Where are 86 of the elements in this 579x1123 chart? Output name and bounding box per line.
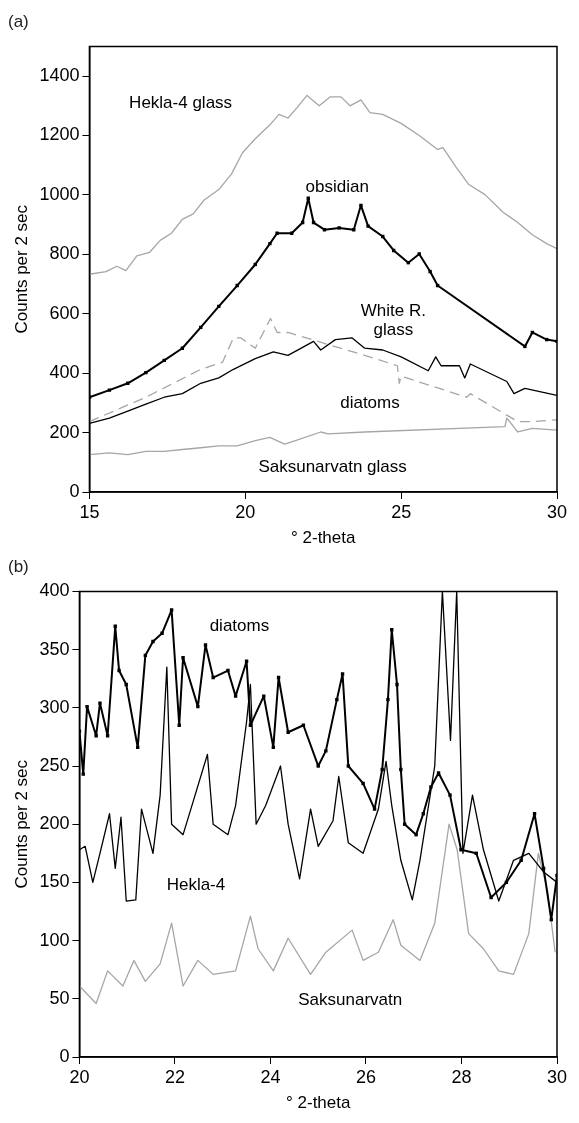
point [151, 639, 155, 644]
y-tick-label: 350 [39, 638, 70, 659]
y-tick-label: 0 [69, 480, 80, 501]
x-axis-title: ° 2-theta [285, 1093, 351, 1113]
chart-title: (b) [8, 556, 29, 576]
point [81, 772, 85, 776]
point [117, 668, 121, 673]
text: Hekla-4 glass [129, 93, 233, 113]
point [268, 241, 272, 246]
point [346, 764, 350, 768]
series-label: Saksunarvatn [298, 989, 403, 1009]
point [85, 704, 89, 709]
y-tick-label: 200 [39, 813, 70, 834]
point [286, 730, 290, 734]
x-tick-label: 24 [260, 1066, 281, 1087]
x-tick-label: 30 [546, 501, 568, 522]
y-tick-label: 600 [49, 302, 80, 323]
y-tick-label: 200 [49, 421, 80, 442]
x-tick-label: 22 [164, 1066, 185, 1087]
point [340, 672, 345, 676]
point [160, 631, 164, 635]
y-tick-label: 100 [39, 929, 70, 950]
point [203, 643, 208, 647]
point [324, 749, 328, 753]
series-label: Saksunarvatn glass [258, 456, 407, 476]
point [417, 252, 421, 256]
x-tick-label: 30 [546, 1066, 568, 1087]
y-tick-label: 50 [49, 987, 70, 1008]
point [428, 269, 432, 274]
point [275, 231, 279, 235]
point [489, 895, 493, 900]
x-tick-label: 25 [391, 501, 412, 522]
point [390, 628, 394, 632]
point [366, 224, 370, 228]
point [359, 203, 363, 208]
point [395, 682, 399, 687]
point [316, 764, 320, 768]
point [414, 832, 418, 837]
y-tick-label: 400 [39, 580, 70, 601]
y-tick-label: 0 [59, 1045, 70, 1066]
point [386, 697, 390, 702]
series-label: White R. glass [360, 301, 426, 340]
point [107, 388, 112, 392]
point [459, 848, 463, 852]
point [361, 781, 365, 786]
y-axis-title: Counts per 2 sec [11, 759, 31, 889]
point [94, 734, 98, 738]
x-axis-title: ° 2-theta [290, 528, 356, 548]
point [372, 807, 377, 811]
y-tick-label: 150 [39, 871, 70, 892]
y-tick-label: 400 [49, 362, 80, 383]
point [519, 858, 523, 862]
series-label: Hekla-4 [166, 875, 226, 895]
point [211, 675, 215, 680]
point [523, 344, 527, 349]
y-tick-label: 1200 [39, 124, 80, 145]
point [169, 608, 174, 612]
point [235, 283, 239, 288]
point [335, 697, 339, 702]
x-tick-label: 26 [355, 1066, 376, 1087]
point [144, 370, 148, 375]
point [399, 767, 403, 772]
x-tick-label: 28 [451, 1066, 472, 1087]
point [181, 656, 185, 660]
point [337, 226, 341, 230]
point [98, 701, 102, 705]
series-label: obsidian [305, 176, 369, 196]
point [436, 771, 441, 775]
x-tick-label: 20 [235, 501, 256, 522]
y-tick-label: 800 [49, 243, 80, 264]
y-tick-label: 1000 [39, 183, 80, 204]
point [429, 785, 433, 789]
y-tick-label: 250 [39, 754, 70, 775]
series-label: diatoms [209, 616, 270, 636]
point [196, 704, 200, 709]
y-tick-label: 1400 [39, 65, 80, 86]
chart-title: (a) [8, 11, 29, 31]
x-tick-label: 20 [69, 1066, 90, 1087]
point [233, 694, 238, 698]
y-axis-title: Counts per 2 sec [11, 204, 31, 334]
series-label: diatoms [340, 392, 400, 412]
point [226, 668, 230, 673]
x-tick-label: 15 [79, 501, 100, 522]
point [448, 793, 452, 797]
y-tick-label: 300 [39, 696, 70, 717]
point [262, 694, 266, 698]
